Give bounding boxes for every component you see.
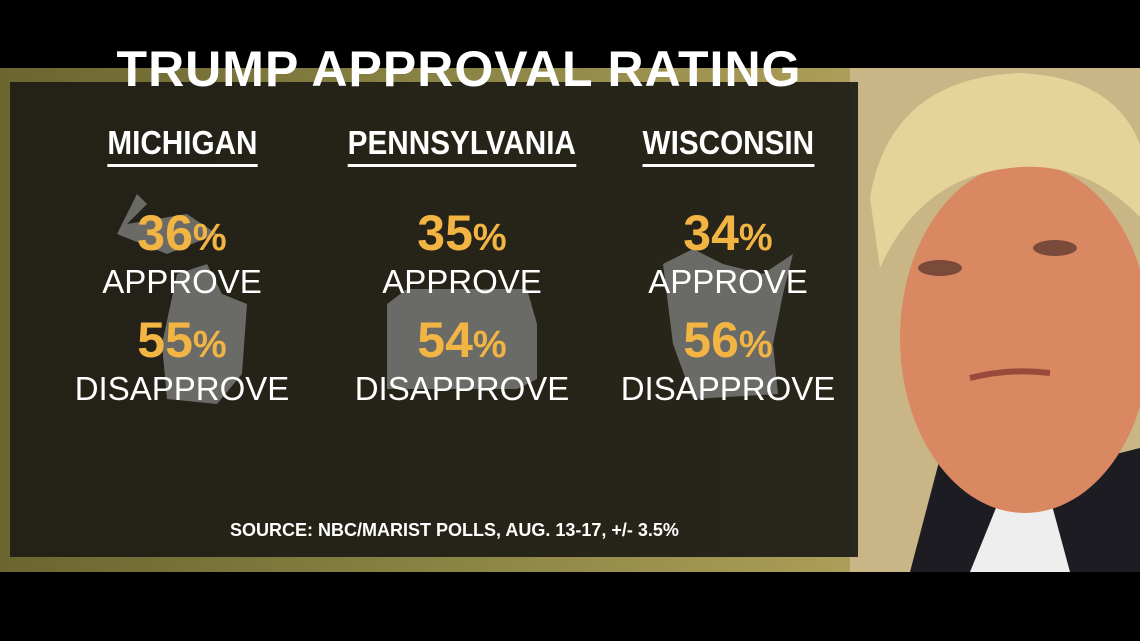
state-column-michigan: MICHIGAN 36% APPROVE 55% DISAPPROVE — [32, 124, 332, 407]
approve-percent: 36 — [137, 205, 193, 261]
state-name: WISCONSIN — [642, 124, 814, 167]
state-name: MICHIGAN — [106, 124, 258, 167]
approve-percent: 34 — [683, 205, 739, 261]
disapprove-percent: 54 — [417, 312, 473, 368]
pennsylvania-map-icon — [387, 289, 537, 389]
disapprove-label: DISAPPROVE — [74, 370, 290, 407]
graphic-title: TRUMP APPROVAL RATING — [116, 41, 802, 97]
percent-sign: % — [192, 324, 227, 366]
percent-sign: % — [472, 324, 507, 366]
disapprove-percent: 56 — [683, 312, 739, 368]
percent-sign: % — [192, 217, 227, 259]
wisconsin-map-icon — [663, 249, 793, 399]
percent-sign: % — [738, 324, 773, 366]
state-column-wisconsin: WISCONSIN 34% APPROVE 56% DISAPPROVE — [578, 124, 878, 407]
disapprove-label: DISAPPROVE — [620, 370, 836, 407]
percent-sign: % — [738, 217, 773, 259]
percent-sign: % — [472, 217, 507, 259]
approve-label: APPROVE — [648, 263, 808, 300]
disapprove-percent: 55 — [137, 312, 193, 368]
source-note: SOURCE: NBC/MARIST POLLS, AUG. 13-17, +/… — [230, 520, 679, 540]
disapprove-label: DISAPPROVE — [354, 370, 570, 407]
state-column-pennsylvania: PENNSYLVANIA 35% APPROVE 54% DISAPPROVE — [312, 124, 612, 407]
approve-percent: 35 — [417, 205, 473, 261]
michigan-map-icon — [117, 194, 247, 404]
approve-label: APPROVE — [102, 263, 262, 300]
state-name: PENNSYLVANIA — [347, 124, 577, 167]
approve-label: APPROVE — [382, 263, 542, 300]
portrait-photo — [850, 68, 1140, 572]
